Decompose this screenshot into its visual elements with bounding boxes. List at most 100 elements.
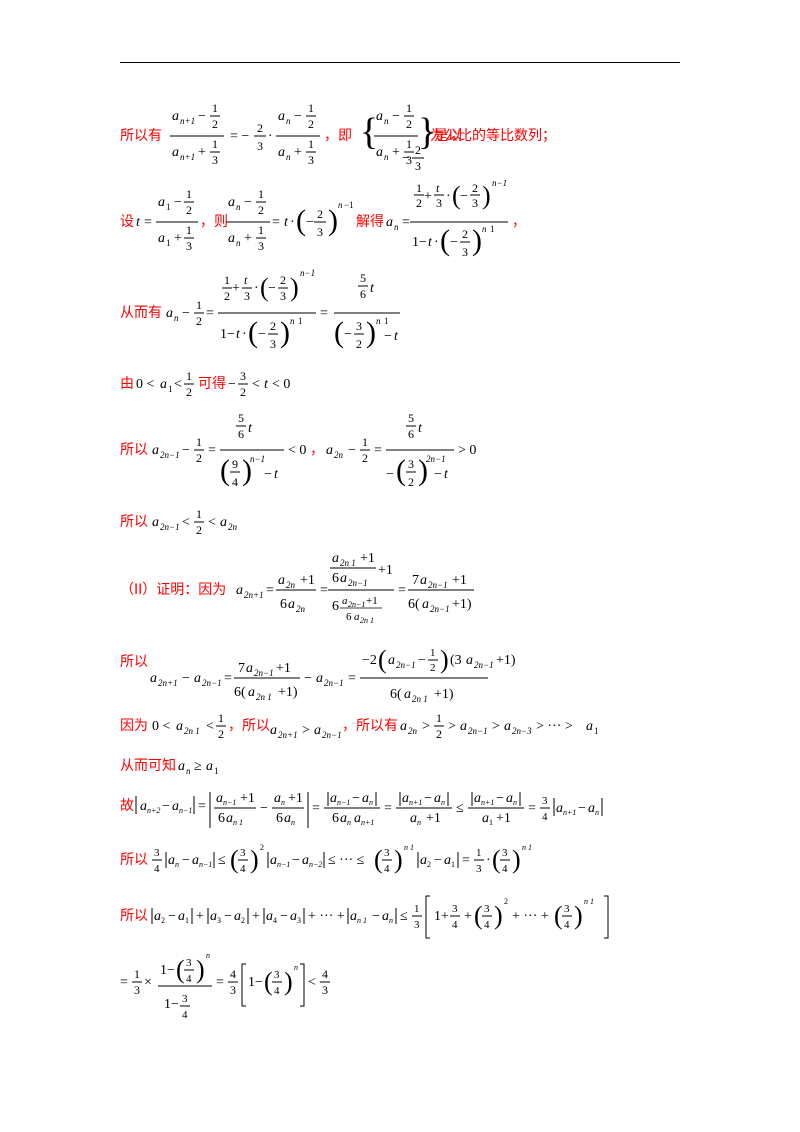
svg-text:1: 1: [185, 916, 189, 925]
svg-text:a: a: [376, 145, 383, 160]
svg-text:n: n: [174, 313, 179, 323]
svg-text:1: 1: [186, 223, 192, 237]
svg-text:n: n: [286, 116, 291, 126]
svg-text:1: 1: [196, 435, 202, 449]
svg-text:=: =: [312, 801, 320, 816]
svg-text:2n: 2n: [296, 604, 306, 614]
svg-text:2n 1: 2n 1: [412, 694, 428, 704]
svg-text:2n−3: 2n−3: [512, 726, 532, 736]
svg-text:<: <: [252, 377, 260, 392]
svg-text:=: =: [206, 306, 214, 321]
svg-text:a: a: [354, 611, 360, 623]
svg-text:t: t: [394, 329, 399, 344]
svg-text:4: 4: [564, 919, 570, 931]
svg-text:a: a: [588, 801, 595, 816]
svg-text:2: 2: [308, 117, 314, 131]
svg-text:1: 1: [214, 766, 219, 776]
svg-text:+ ··· +: + ··· +: [512, 909, 549, 924]
svg-text:2: 2: [270, 319, 276, 333]
svg-text:−: −: [434, 853, 442, 868]
svg-text:2n−1: 2n−1: [474, 660, 494, 670]
svg-text:4: 4: [484, 919, 490, 931]
svg-text:−: −: [352, 791, 360, 806]
svg-text:+1: +1: [240, 791, 255, 806]
svg-text:a: a: [172, 109, 179, 124]
svg-text:a: a: [158, 195, 165, 210]
svg-text:a: a: [210, 909, 217, 924]
svg-text:< 0: < 0: [288, 443, 306, 458]
svg-text:1: 1: [258, 187, 264, 201]
svg-text:n+1: n+1: [180, 116, 195, 126]
svg-text:a: a: [466, 653, 473, 668]
svg-text:−: −: [268, 281, 276, 296]
svg-text:a: a: [314, 723, 321, 738]
svg-text:−1: −1: [344, 200, 354, 210]
line-6-svg: 所以 a 2n−1 < 1 2 < a 2n: [120, 507, 238, 537]
svg-text:+: +: [424, 189, 432, 204]
svg-text:≤: ≤: [218, 853, 226, 868]
svg-text:n−1: n−1: [179, 806, 192, 815]
svg-text:a: a: [228, 231, 235, 246]
svg-text:t: t: [274, 467, 279, 482]
svg-text:n−1: n−1: [492, 180, 507, 188]
svg-text:2n−1: 2n−1: [202, 678, 222, 688]
svg-text:a: a: [350, 909, 357, 924]
svg-text:a: a: [284, 811, 291, 826]
svg-text:2n−1: 2n−1: [426, 454, 446, 464]
svg-text:−: −: [292, 853, 300, 868]
svg-text:a: a: [178, 909, 185, 924]
svg-text:2: 2: [504, 897, 508, 906]
svg-text:5: 5: [360, 271, 366, 285]
svg-text:−: −: [386, 467, 394, 482]
svg-text:2n−1: 2n−1: [322, 730, 342, 740]
svg-text:{: {: [360, 111, 378, 153]
svg-text:≥: ≥: [194, 759, 202, 774]
line-8: 所以 a 2n+1 − a 2n−1 = 7 a 2n−1 +1 6(a 2n 1 +1)…: [120, 638, 680, 713]
svg-text:a: a: [166, 306, 173, 321]
svg-text:7: 7: [412, 573, 419, 588]
svg-text:): ): [328, 204, 338, 237]
svg-text:+ ··· +: + ··· +: [308, 909, 345, 924]
svg-text:a: a: [444, 853, 451, 868]
svg-text:−: −: [198, 109, 206, 124]
svg-text:): ): [280, 316, 290, 349]
svg-text:2: 2: [212, 117, 218, 131]
svg-text:n: n: [369, 798, 373, 807]
svg-text:−: −: [402, 151, 410, 166]
svg-text:(: (: [396, 454, 406, 487]
svg-text:1: 1: [430, 647, 436, 659]
svg-text:a: a: [278, 145, 285, 160]
line-11-zh: 故: [120, 798, 134, 814]
svg-text:a: a: [420, 853, 427, 868]
svg-text:2n: 2n: [286, 580, 296, 590]
svg-text:=: =: [402, 215, 410, 230]
svg-text:): ): [482, 181, 491, 210]
svg-text:a: a: [194, 671, 201, 686]
svg-text:): ): [290, 273, 299, 302]
svg-text:4: 4: [384, 863, 390, 875]
svg-text:+: +: [196, 909, 204, 924]
svg-text:≤: ≤: [400, 909, 408, 924]
svg-text:n+1: n+1: [409, 798, 422, 807]
svg-text:): ): [284, 967, 293, 996]
svg-text:1: 1: [224, 273, 230, 287]
line-3-zh: 从而有: [120, 305, 162, 321]
svg-text:1: 1: [308, 137, 314, 151]
svg-text:n: n: [286, 152, 291, 162]
svg-text:3: 3: [217, 916, 221, 925]
svg-text:4: 4: [232, 475, 238, 489]
svg-text:a: a: [154, 909, 161, 924]
svg-text:−: −: [372, 909, 380, 924]
svg-text:t: t: [284, 215, 289, 230]
svg-text:n: n: [236, 202, 241, 212]
svg-text:1: 1: [476, 847, 482, 859]
svg-text:a: a: [482, 811, 489, 826]
svg-text:n: n: [389, 916, 393, 925]
svg-text:a: a: [302, 853, 309, 868]
svg-text:<: <: [206, 719, 214, 734]
svg-text:a: a: [316, 671, 323, 686]
svg-text:3: 3: [322, 983, 328, 997]
svg-text:a: a: [172, 145, 179, 160]
svg-text:3: 3: [542, 795, 548, 807]
line-5-zh2: ，: [310, 442, 324, 458]
